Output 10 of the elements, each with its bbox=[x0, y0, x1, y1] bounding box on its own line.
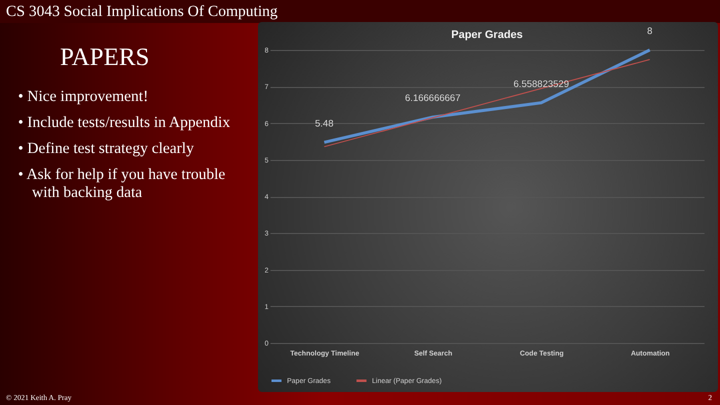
chart-title: Paper Grades bbox=[451, 29, 523, 41]
text: • Ask for help if you have trouble with backing data bbox=[18, 166, 226, 202]
text: • Define test strategy clearly bbox=[18, 140, 195, 158]
text: • Nice improvement! bbox=[18, 88, 150, 106]
data-label: 6.166666667 bbox=[405, 93, 460, 104]
data-label: 5.48 bbox=[315, 118, 334, 130]
data-label: 8 bbox=[647, 26, 652, 37]
text: PAPERS bbox=[60, 44, 150, 72]
text: • Include tests/results in Appendix bbox=[18, 114, 232, 132]
text: CS 3043 Social Implications Of Computing bbox=[0, 0, 720, 23]
